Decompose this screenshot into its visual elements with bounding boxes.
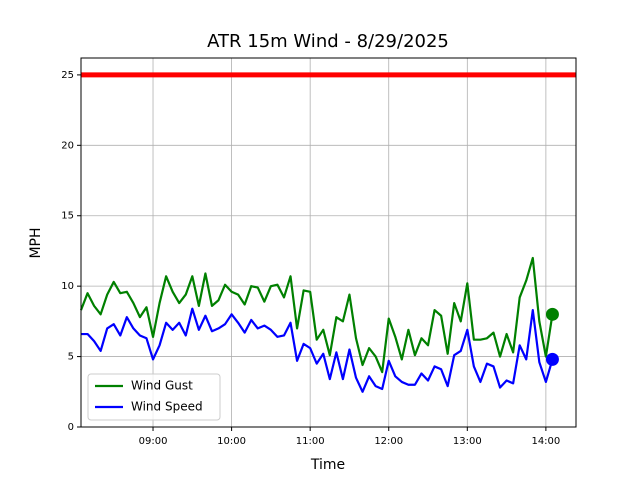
x-tick-label: 10:00 [217,436,246,447]
x-tick-label: 11:00 [296,436,325,447]
legend-label: Wind Gust [131,379,193,393]
y-tick-label: 5 [68,352,74,363]
last-point [545,352,559,366]
series-line [81,307,554,393]
y-axis-label: MPH [28,227,44,258]
x-tick-label: 12:00 [374,436,403,447]
series-line [79,256,554,374]
y-tick-label: 10 [61,281,74,292]
y-tick-label: 25 [61,70,74,81]
x-tick-label: 09:00 [139,436,168,447]
y-tick-label: 0 [68,422,74,433]
axes-frame [80,57,577,428]
chart-title: ATR 15m Wind - 8/29/2025 [207,31,449,52]
x-tick-label: 13:00 [453,436,482,447]
y-tick-label: 20 [61,140,74,151]
plot-area: 0 5 10 15 20 25 09:00 10:00 11:00 12:00 13:00 14:00… [61,57,577,447]
legend-label: Wind Speed [131,400,203,414]
x-tick-label: 14:00 [531,436,560,447]
x-axis-label: Time [310,457,345,473]
last-point [545,307,559,321]
y-tick-label: 15 [61,211,74,222]
